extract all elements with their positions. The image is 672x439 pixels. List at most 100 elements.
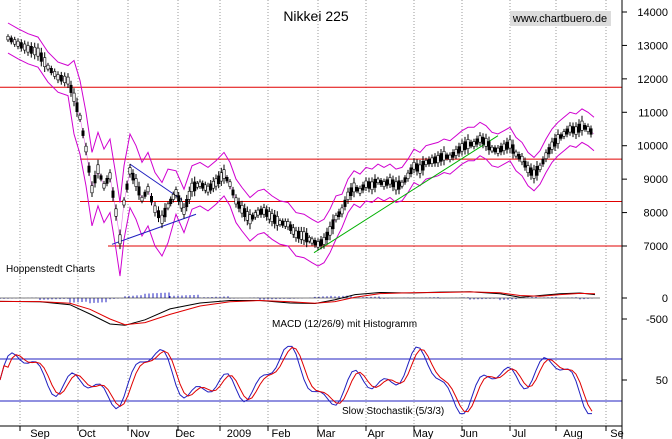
candle-body	[382, 181, 386, 188]
candle-body	[352, 182, 356, 193]
candle-body	[586, 126, 590, 132]
candle-body	[463, 141, 467, 151]
candle-body	[487, 141, 491, 151]
candle-body	[43, 57, 47, 67]
candle-body	[66, 76, 70, 85]
candle-body	[532, 169, 536, 179]
candle-body	[72, 92, 76, 102]
time-tick-label: Jul	[512, 428, 526, 439]
candle-body	[289, 224, 293, 231]
candle-body	[90, 185, 94, 194]
candle-body	[243, 208, 247, 217]
candle-body	[562, 131, 566, 137]
vertical-gridlines	[19, 0, 607, 426]
candle-body	[394, 181, 398, 191]
candle-body	[46, 64, 50, 70]
candle-body	[245, 211, 249, 221]
candle-body	[412, 162, 416, 170]
source-label: www.chartbuero.de	[512, 13, 607, 25]
candle-body	[203, 184, 207, 191]
candle-body	[131, 172, 135, 181]
time-tick-label: Aug	[563, 428, 583, 439]
candle-body	[33, 46, 37, 56]
uptrend-line	[313, 135, 499, 254]
candle-body	[283, 221, 287, 227]
candle-body	[523, 160, 527, 168]
candle-body	[526, 165, 530, 174]
candle-body	[114, 208, 118, 217]
macd-tick-label: 0	[662, 293, 668, 305]
candle-body	[364, 180, 368, 188]
candle-body	[442, 151, 446, 161]
candle-body	[583, 125, 587, 130]
candle-body	[177, 195, 181, 203]
candle-body	[198, 181, 202, 187]
price-tick-label: 7000	[644, 241, 668, 253]
price-tick-label: 13000	[637, 40, 668, 52]
time-tick-label: Mar	[317, 428, 336, 439]
time-tick-label: 2009	[227, 428, 251, 439]
candle-body	[346, 191, 350, 200]
candle-body	[385, 179, 389, 186]
candle-body	[430, 157, 434, 164]
candle-body	[273, 214, 277, 224]
candle-body	[337, 211, 341, 217]
candle-body	[571, 126, 575, 134]
candle-body	[505, 141, 509, 150]
candle-body	[307, 237, 311, 242]
candle-body	[553, 138, 557, 147]
candle-body	[388, 177, 392, 185]
candle-body	[195, 183, 199, 188]
candle-body	[313, 240, 317, 246]
candle-body	[517, 154, 521, 160]
candle-body	[448, 154, 452, 161]
candle-body	[253, 212, 257, 218]
candle-body	[108, 172, 112, 180]
candle-body	[367, 181, 371, 189]
price-candles	[6, 34, 593, 251]
candle-body	[445, 154, 449, 159]
candle-body	[63, 75, 67, 83]
candle-body	[240, 205, 244, 214]
candle-body	[334, 215, 338, 221]
candle-body	[182, 207, 186, 215]
candle-body	[251, 214, 255, 220]
candle-body	[153, 205, 157, 213]
macd-tick-label: -500	[646, 314, 668, 326]
price-tick-label: 9000	[644, 174, 668, 186]
candle-body	[421, 161, 425, 171]
candle-body	[403, 177, 407, 183]
candle-body	[340, 207, 344, 215]
candle-body	[436, 155, 440, 164]
candle-body	[171, 194, 175, 200]
candle-body	[122, 199, 126, 206]
candle-body	[316, 241, 320, 248]
candle-body	[225, 177, 229, 182]
candle-body	[433, 156, 437, 164]
candle-body	[81, 130, 85, 136]
time-tick-label: Jun	[460, 428, 478, 439]
candle-body	[529, 167, 533, 176]
candle-body	[217, 175, 221, 185]
chart-title: Nikkei 225	[283, 8, 349, 24]
candle-body	[478, 135, 482, 143]
time-tick-label: Se	[610, 428, 623, 439]
candle-body	[358, 188, 362, 194]
bollinger-upper-line	[7, 22, 595, 224]
candle-body	[457, 146, 461, 154]
candle-body	[185, 199, 189, 208]
candle-body	[568, 125, 572, 133]
candle-body	[49, 68, 53, 74]
candle-body	[157, 210, 161, 219]
candle-body	[19, 42, 23, 49]
price-tick-label: 14000	[637, 7, 668, 19]
candle-body	[275, 216, 279, 226]
candle-body	[143, 191, 147, 197]
candle-body	[231, 189, 235, 196]
candle-body	[6, 35, 10, 41]
macd-panel	[0, 291, 600, 326]
candle-body	[234, 197, 238, 205]
candle-body	[256, 209, 260, 216]
candle-body	[484, 138, 488, 147]
candle-body	[193, 181, 197, 192]
